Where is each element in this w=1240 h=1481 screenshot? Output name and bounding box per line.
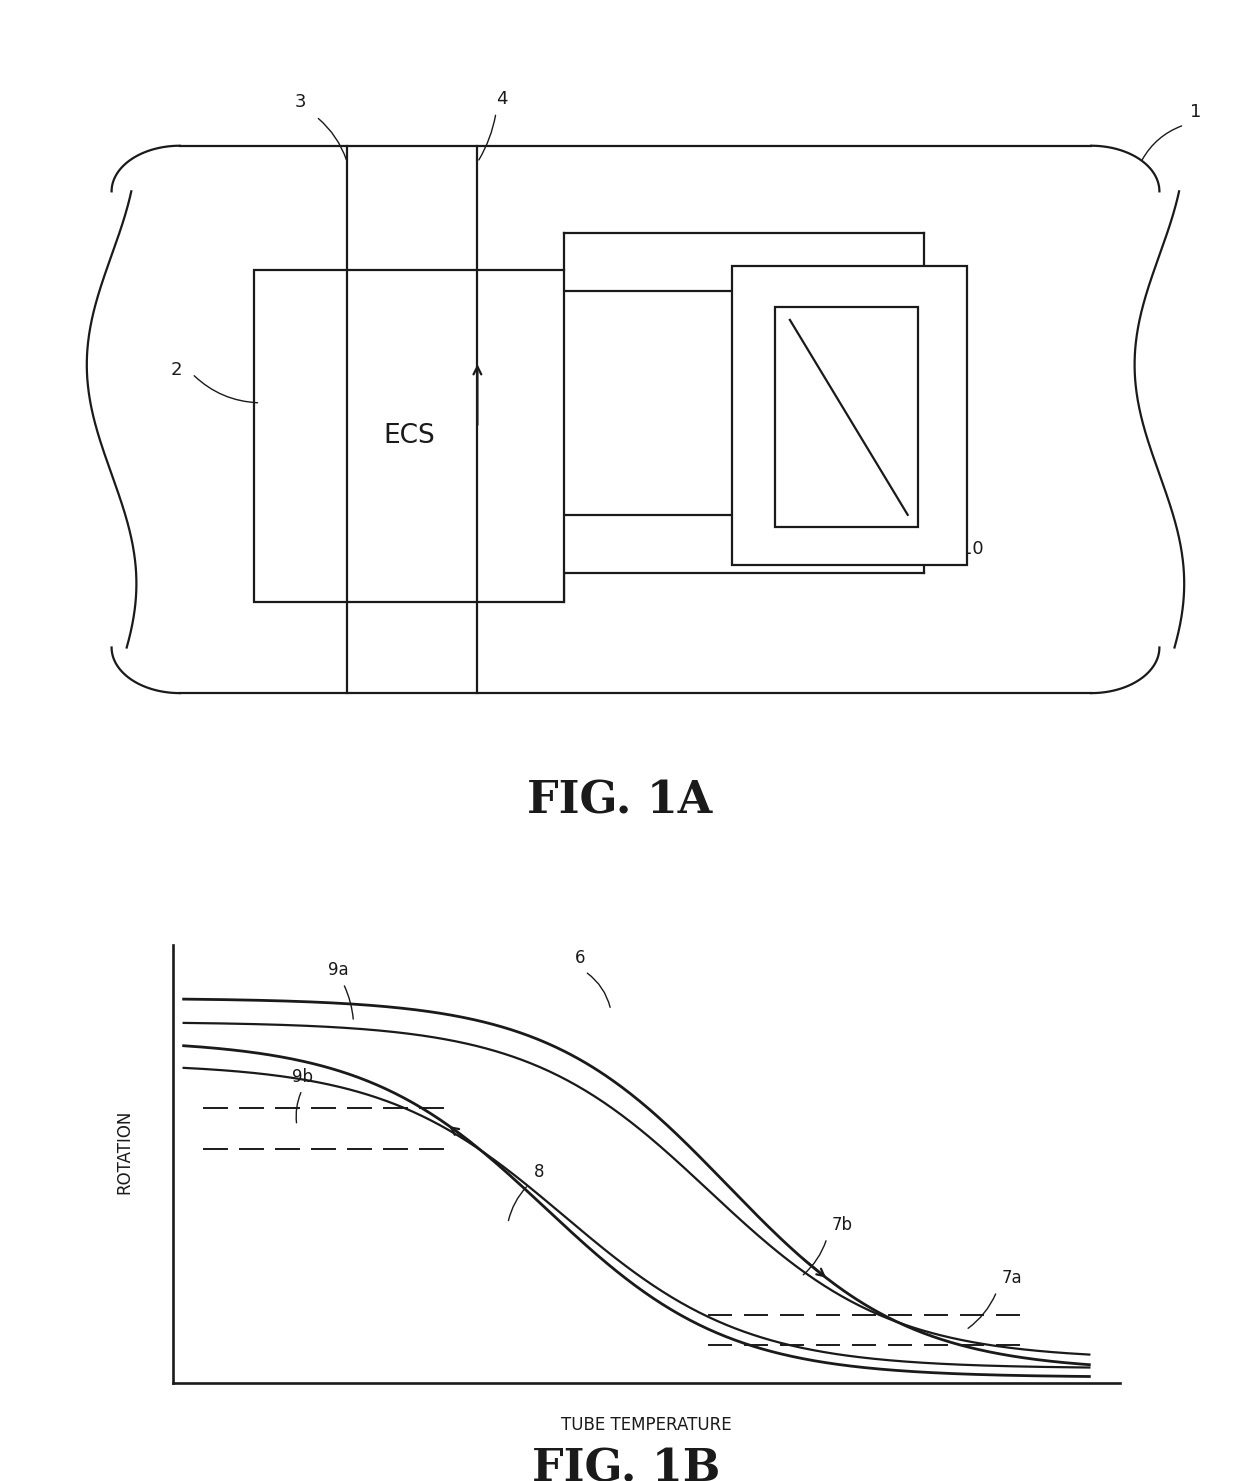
Text: 10: 10 — [961, 539, 983, 558]
Text: TUBE TEMPERATURE: TUBE TEMPERATURE — [562, 1416, 732, 1434]
Text: ROTATION: ROTATION — [115, 1111, 133, 1194]
Text: 2: 2 — [170, 361, 182, 379]
Text: 8: 8 — [533, 1163, 544, 1180]
Text: 7a: 7a — [1002, 1269, 1023, 1287]
Text: FIG. 1A: FIG. 1A — [527, 779, 713, 822]
Text: 5: 5 — [893, 318, 904, 336]
Text: 3: 3 — [294, 93, 306, 111]
Bar — [254, 270, 564, 601]
Text: FIG. 1B: FIG. 1B — [532, 1447, 720, 1481]
Bar — [775, 308, 918, 527]
Bar — [732, 267, 967, 564]
Text: 9b: 9b — [291, 1068, 312, 1086]
Text: 1: 1 — [1190, 102, 1202, 121]
Text: 4: 4 — [496, 90, 508, 108]
Text: 9a: 9a — [327, 961, 348, 979]
Text: 6: 6 — [574, 949, 585, 967]
Text: 7b: 7b — [832, 1216, 853, 1234]
Text: ECS: ECS — [383, 424, 435, 449]
